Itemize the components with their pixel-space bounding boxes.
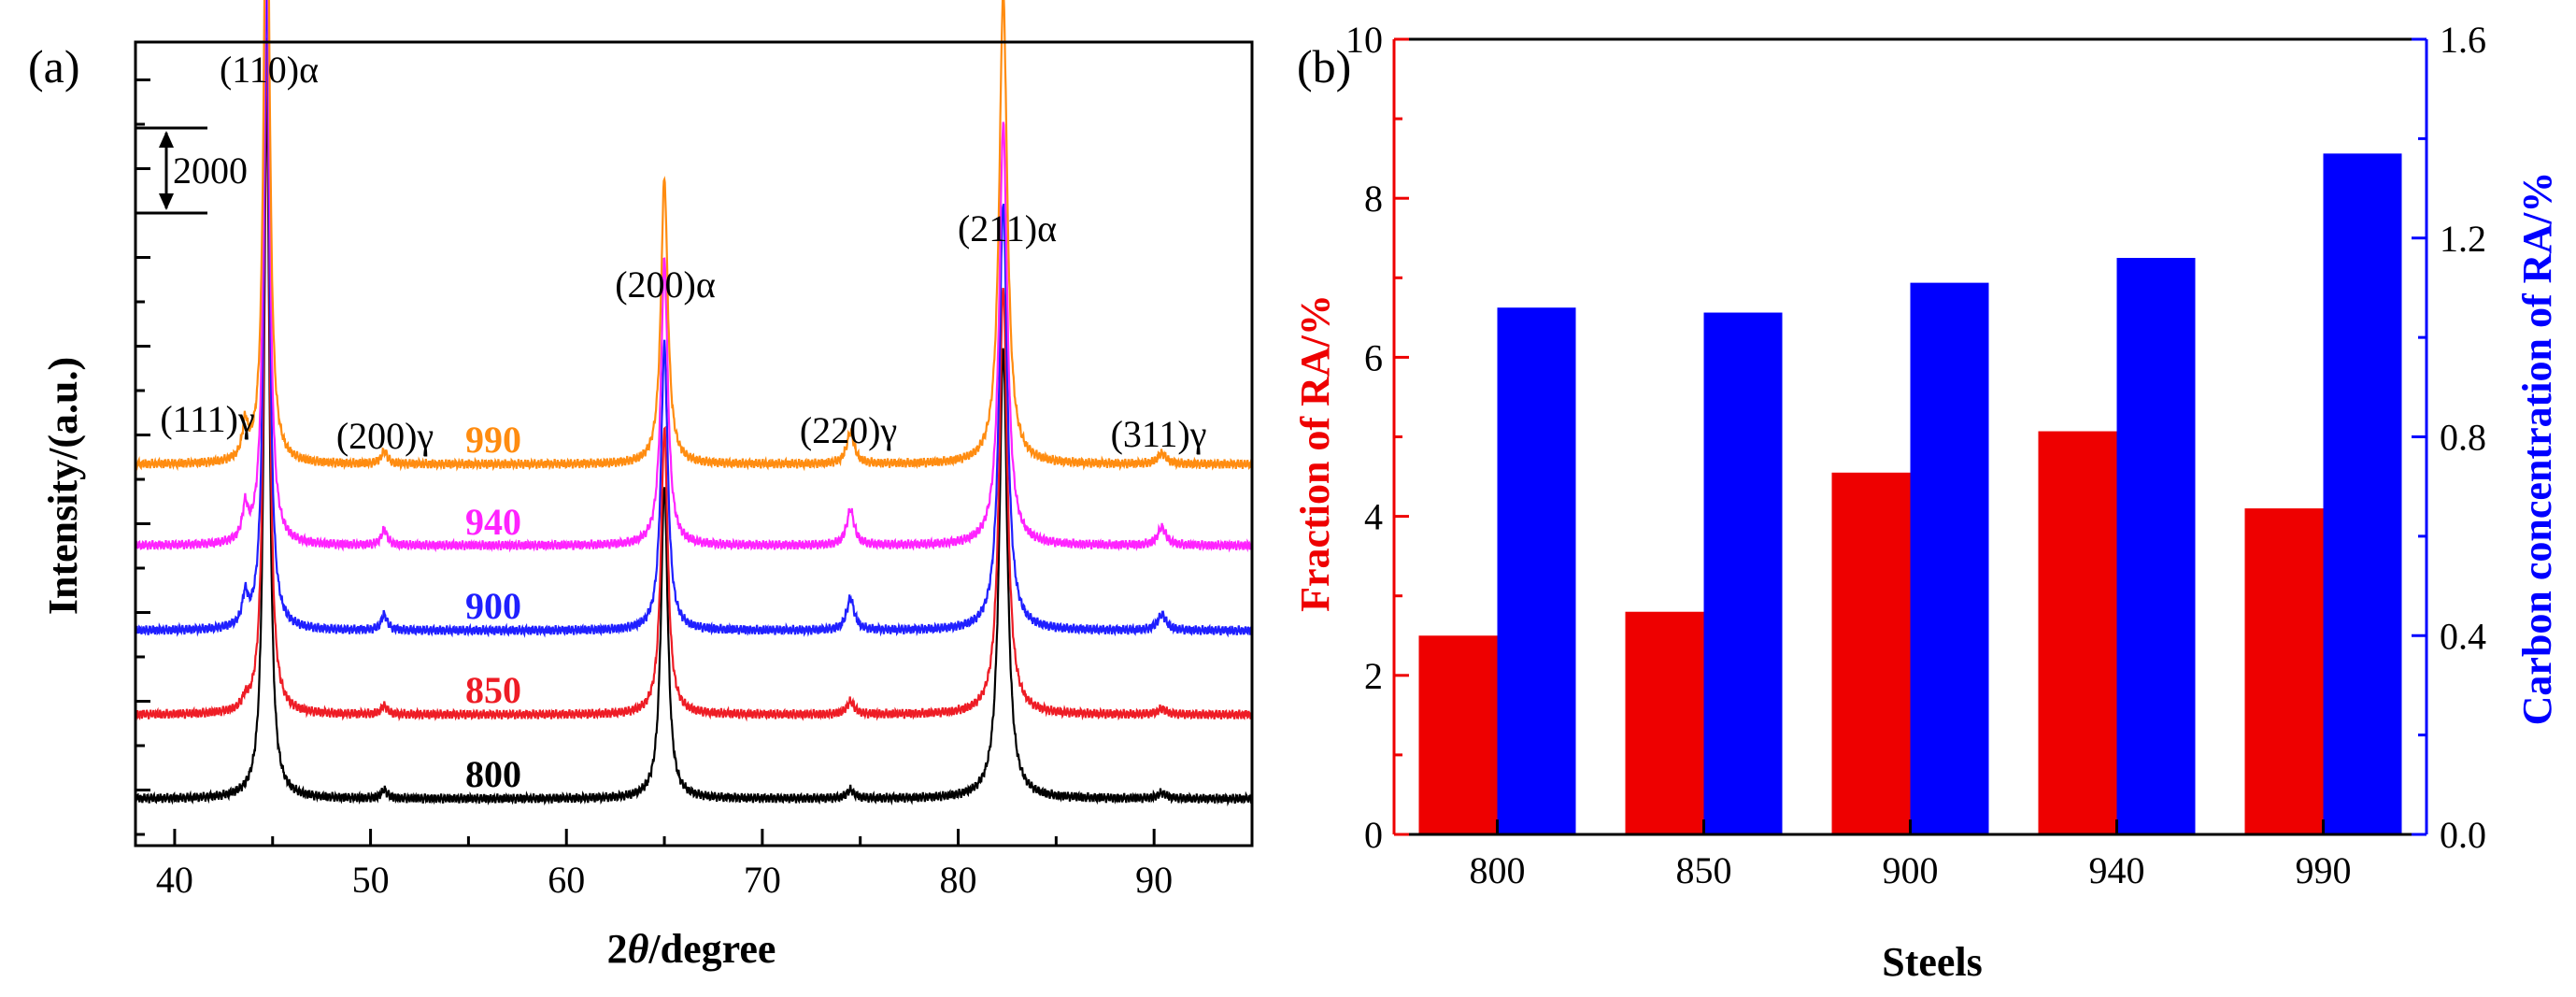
peak-label: (211)α (958, 207, 1057, 249)
xrd-axes: 40 50 60 70 80 90 (134, 40, 1254, 901)
left-y-tick-label: 2 (1364, 655, 1383, 697)
scale-bar: 2000 (135, 126, 248, 215)
right-y-tick-label: 1.6 (2440, 19, 2486, 61)
bar-x-tick-label: 900 (1883, 849, 1939, 891)
fraction-bar-990 (2244, 508, 2324, 834)
xrd-x-axis-title: 2θ/degree (607, 926, 776, 972)
right-y-tick-label: 0.0 (2440, 814, 2486, 856)
bar-x-tick-label: 990 (2296, 849, 2352, 891)
bar-x-tick-label: 850 (1676, 849, 1732, 891)
series-label-900: 900 (465, 585, 521, 627)
series-label-800: 800 (465, 753, 521, 795)
carbon-bar-800 (1497, 307, 1576, 834)
xrd-peak-labels: (110)α (111)γ (200)γ (200)α (220)γ (211)α (311… (160, 49, 1206, 457)
fraction-bar-940 (2038, 431, 2117, 834)
panel-a-label: (a) (28, 40, 80, 93)
series-label-990: 990 (465, 419, 521, 461)
bar-group (1418, 153, 2402, 835)
xrd-line-990 (134, 0, 1254, 472)
xrd-series-group (134, 0, 1254, 807)
fraction-bar-850 (1625, 611, 1704, 834)
scale-bar-arrow-down (159, 193, 174, 210)
left-y-tick-label: 4 (1364, 496, 1383, 538)
bar-x-tick-label: 800 (1470, 849, 1526, 891)
carbon-bar-940 (2116, 258, 2196, 834)
carbon-bar-900 (1910, 282, 1989, 834)
peak-label: (311)γ (1111, 413, 1207, 455)
peak-label: (200)γ (336, 415, 434, 457)
xrd-x-tick-label: 90 (1135, 859, 1173, 901)
left-y-tick-label: 6 (1364, 336, 1383, 378)
xrd-series-labels: 800 850 900 940 990 (465, 419, 521, 795)
left-y-tick-label: 0 (1364, 814, 1383, 856)
xrd-x-tick-label: 70 (744, 859, 781, 901)
xrd-panel: (a) 800 850 900 940 990 (110)α (111)γ (200)γ (2… (28, 0, 1254, 972)
right-y-tick-label: 0.4 (2440, 615, 2486, 657)
carbon-bar-990 (2323, 153, 2402, 835)
fraction-bar-800 (1418, 635, 1498, 834)
peak-label: (110)α (220, 49, 319, 91)
carbon-bar-850 (1703, 312, 1783, 834)
right-y-tick-label: 1.2 (2440, 218, 2486, 260)
xrd-x-tick-label: 40 (156, 859, 193, 901)
left-y-tick-label: 8 (1364, 178, 1383, 220)
bar-x-tick-label: 940 (2089, 849, 2145, 891)
right-y-tick-label: 0.8 (2440, 417, 2486, 459)
xrd-x-tick-label: 80 (940, 859, 977, 901)
panel-b-label: (b) (1297, 40, 1351, 93)
xrd-line-800 (135, 79, 1253, 807)
bar-left-axis-title: Fraction of RA/% (1292, 294, 1338, 612)
series-label-940: 940 (465, 501, 521, 543)
scale-bar-arrow-up (159, 131, 174, 148)
bar-right-axis-title: Carbon concentration of RA/% (2514, 172, 2560, 726)
xrd-line-940 (134, 0, 1254, 553)
xrd-x-tick-label: 50 (352, 859, 390, 901)
xrd-line-850 (134, 37, 1253, 722)
peak-label: (200)α (615, 263, 716, 306)
xrd-line-900 (135, 0, 1254, 638)
xrd-plot-frame (134, 40, 1254, 847)
scale-bar-label: 2000 (173, 150, 248, 192)
series-label-850: 850 (465, 669, 521, 711)
left-y-tick-label: 10 (1345, 19, 1383, 61)
fraction-bar-900 (1831, 472, 1911, 834)
xrd-y-axis-title: Intensity/(a.u.) (40, 357, 86, 615)
bar-panel: (b) 0 2 4 6 8 10 0.0 0.4 0.8 1.2 1.6 800 850 900 940 99… (1292, 19, 2560, 985)
peak-label: (220)γ (800, 409, 897, 451)
xrd-x-tick-label: 60 (548, 859, 585, 901)
bar-x-axis-title: Steels (1882, 939, 1983, 985)
bar-axes: 0 2 4 6 8 10 0.0 0.4 0.8 1.2 1.6 800 850 900 940 990 (1345, 19, 2486, 891)
peak-label: (111)γ (160, 398, 254, 440)
